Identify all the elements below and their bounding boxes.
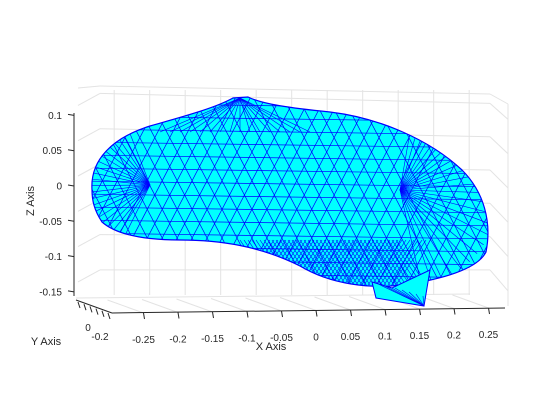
x-tick-label: -0.2 (169, 335, 187, 346)
z-tick-mark (67, 219, 75, 222)
x-tick-mark (350, 309, 352, 317)
y-tick-mark (77, 301, 81, 309)
z-tick-label: -0.1 (45, 252, 63, 263)
x-axis-label: X Axis (256, 341, 287, 353)
y-axis-label: Y Axis (31, 336, 62, 348)
x-tick-label: -0.05 (270, 333, 293, 344)
z-tick-label: -0.05 (39, 217, 62, 228)
x-tick-mark (177, 312, 180, 319)
z-tick-label: 0.1 (48, 111, 62, 122)
z-tick-mark (67, 149, 75, 152)
y-axis-line (75, 299, 113, 314)
y-tick-mark (107, 312, 111, 320)
x-tick-mark (453, 308, 456, 315)
y-tick-label: 0 (85, 323, 91, 334)
axes-lines (73, 113, 506, 314)
x-tick-label: 0.25 (479, 330, 499, 341)
x-tick-label: -0.25 (132, 335, 155, 346)
y-tick-mark (83, 304, 87, 311)
z-ticks: -0.15 -0.1 -0.05 0 0.05 0.1 (39, 111, 75, 298)
y-ticks: -0.20 (77, 301, 111, 343)
z-tick-label: 0 (56, 182, 62, 193)
x-tick-label: -0.1 (238, 334, 256, 345)
x-tick-mark (384, 309, 387, 316)
z-tick-mark (67, 255, 75, 258)
surface-mesh (91, 96, 489, 307)
x-tick-mark (143, 312, 145, 320)
z-tick-mark (67, 290, 75, 293)
x-tick-label: 0 (313, 333, 319, 344)
y-tick-mark (95, 308, 99, 315)
x-tick-mark (246, 311, 249, 318)
z-tick-mark (67, 184, 75, 187)
z-tick-mark (67, 113, 75, 116)
x-tick-mark (281, 310, 283, 318)
y-tick-mark (89, 306, 93, 313)
x-tick-mark (488, 307, 490, 315)
x-tick-label: 0.05 (341, 332, 361, 343)
surface-body (91, 96, 489, 287)
x-axis-line (111, 307, 506, 314)
x-tick-label: 0.2 (447, 331, 461, 342)
y-tick-label: -0.2 (91, 332, 109, 343)
z-tick-label: 0.05 (43, 146, 63, 157)
grid-floor (75, 293, 489, 314)
x-tick-label: 0.1 (378, 332, 392, 343)
x-ticks: -0.25 -0.2 -0.15 -0.1 -0.05 0 0.05 0.1 0.15 0.2 0.… (132, 307, 499, 346)
x-tick-mark (315, 310, 318, 317)
y-tick-mark (101, 310, 105, 317)
x-tick-label: 0.15 (410, 331, 430, 342)
x-tick-mark (212, 311, 214, 319)
z-tick-label: -0.15 (39, 287, 62, 298)
surface-fin (371, 269, 431, 307)
x-tick-label: -0.15 (201, 334, 224, 345)
x-tick-mark (419, 308, 421, 316)
z-axis-label: Z Axis (25, 186, 37, 216)
